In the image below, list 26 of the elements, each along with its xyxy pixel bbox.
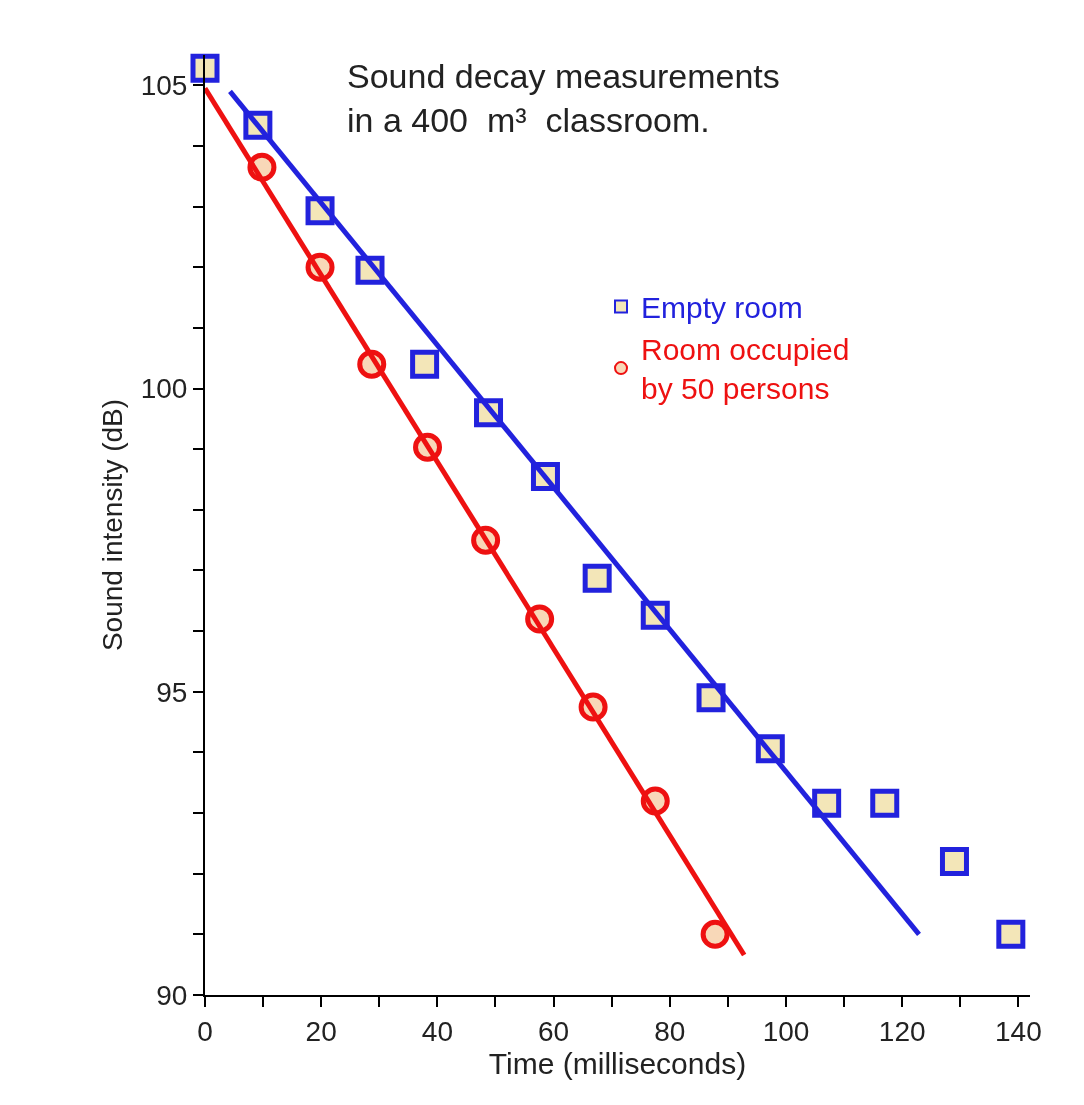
legend-label: Room occupied by 50 persons xyxy=(641,333,850,406)
x-tick-label: 100 xyxy=(762,1015,810,1047)
x-tick-label: 140 xyxy=(995,1015,1042,1047)
point xyxy=(700,919,730,949)
y-tick-label: 100 xyxy=(140,373,188,405)
point xyxy=(870,788,900,818)
y-tick-label: 90 xyxy=(156,979,188,1011)
x-tick-label: 20 xyxy=(305,1015,337,1047)
y-tick-label: 105 xyxy=(140,70,188,102)
x-tick-label: 0 xyxy=(197,1015,213,1047)
point xyxy=(939,847,969,877)
point xyxy=(696,683,726,713)
y-axis-title: Sound intensity (dB) xyxy=(96,398,128,652)
point xyxy=(812,788,842,818)
text: Sound decay measurements in a 400 m³ classroom. xyxy=(347,57,780,140)
point xyxy=(996,919,1026,949)
x-tick-label: 40 xyxy=(421,1015,453,1047)
point xyxy=(190,53,220,83)
legend-label: Empty room xyxy=(641,291,803,325)
x-axis-title: Time (milliseconds) xyxy=(488,1046,747,1080)
x-tick-label: 60 xyxy=(538,1015,570,1047)
x-tick-label: 120 xyxy=(878,1015,926,1047)
point xyxy=(410,349,440,379)
y-tick-label: 95 xyxy=(156,676,188,708)
x-tick-label: 80 xyxy=(654,1015,686,1047)
point xyxy=(582,563,612,593)
